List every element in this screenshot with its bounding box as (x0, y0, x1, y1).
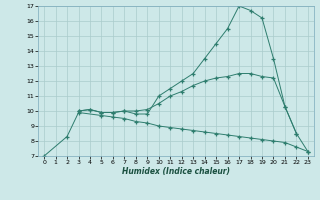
X-axis label: Humidex (Indice chaleur): Humidex (Indice chaleur) (122, 167, 230, 176)
